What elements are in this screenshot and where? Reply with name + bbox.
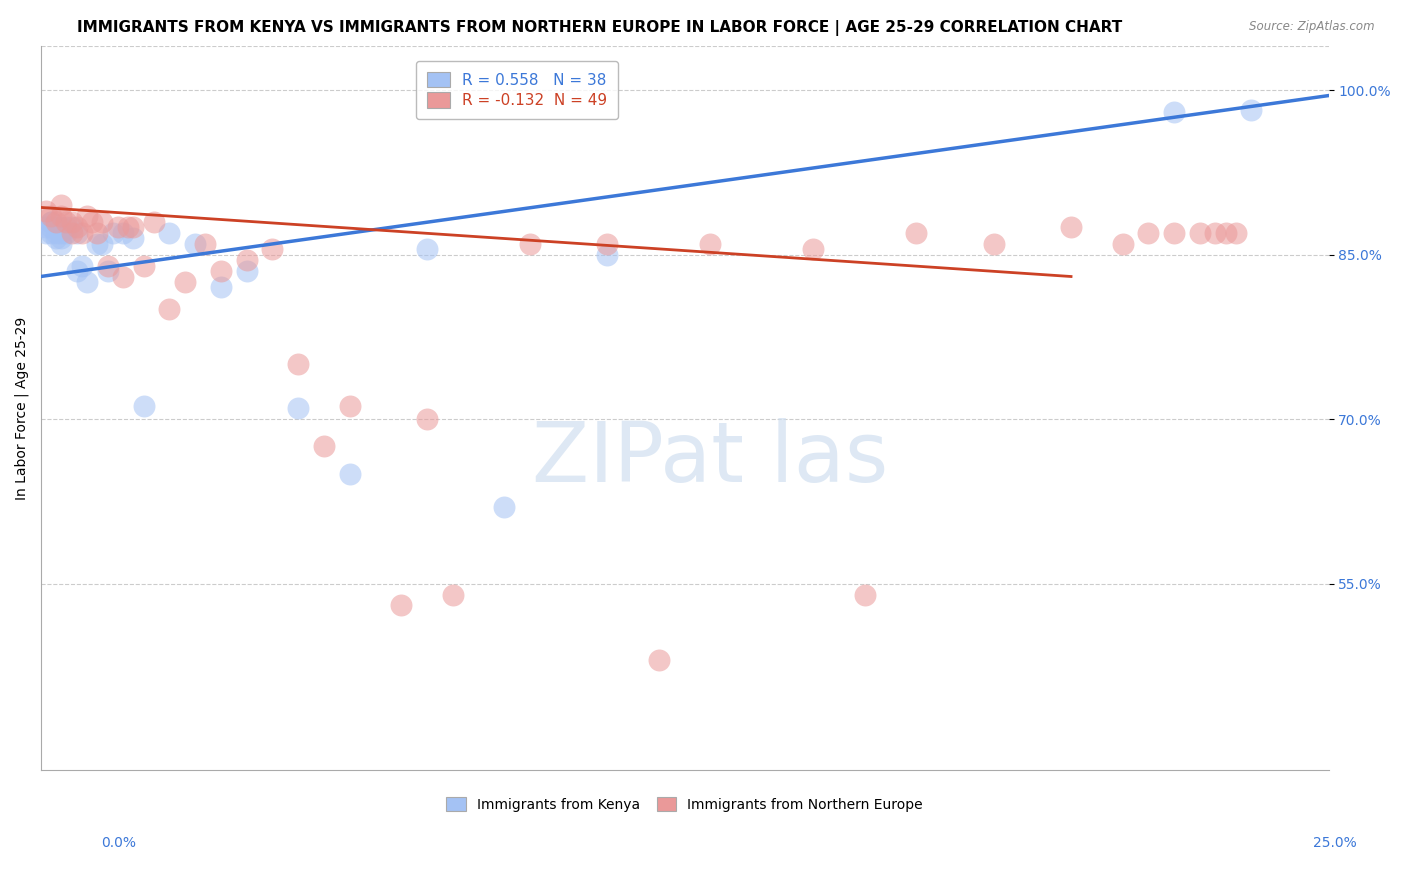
Point bbox=[209, 280, 232, 294]
Point bbox=[173, 275, 195, 289]
Point bbox=[39, 215, 62, 229]
Point bbox=[45, 231, 67, 245]
Point bbox=[157, 226, 180, 240]
Point bbox=[1137, 226, 1160, 240]
Point bbox=[312, 440, 335, 454]
Point bbox=[45, 220, 67, 235]
Point bbox=[112, 269, 135, 284]
Point bbox=[66, 264, 89, 278]
Point bbox=[596, 247, 619, 261]
Point bbox=[853, 588, 876, 602]
Text: Source: ZipAtlas.com: Source: ZipAtlas.com bbox=[1250, 20, 1375, 33]
Point bbox=[122, 220, 145, 235]
Point bbox=[1163, 105, 1185, 120]
Point bbox=[91, 236, 114, 251]
Point bbox=[35, 226, 58, 240]
Point bbox=[209, 264, 232, 278]
Point bbox=[51, 220, 73, 235]
Point bbox=[76, 275, 98, 289]
Point bbox=[416, 242, 439, 256]
Point bbox=[143, 215, 166, 229]
Point bbox=[117, 220, 139, 235]
Point bbox=[86, 236, 108, 251]
Point bbox=[441, 588, 464, 602]
Text: ZIPat las: ZIPat las bbox=[533, 418, 889, 500]
Point bbox=[235, 253, 257, 268]
Point bbox=[66, 226, 89, 240]
Point bbox=[45, 226, 67, 240]
Point bbox=[51, 236, 73, 251]
Point bbox=[1163, 226, 1185, 240]
Point bbox=[803, 242, 825, 256]
Point bbox=[76, 209, 98, 223]
Point bbox=[39, 209, 62, 223]
Point bbox=[287, 357, 309, 371]
Point bbox=[157, 302, 180, 317]
Text: IMMIGRANTS FROM KENYA VS IMMIGRANTS FROM NORTHERN EUROPE IN LABOR FORCE | AGE 25: IMMIGRANTS FROM KENYA VS IMMIGRANTS FROM… bbox=[77, 20, 1122, 36]
Point bbox=[51, 209, 73, 223]
Point bbox=[55, 226, 77, 240]
Point bbox=[1204, 226, 1226, 240]
Point bbox=[35, 203, 58, 218]
Point bbox=[97, 264, 120, 278]
Point bbox=[983, 236, 1005, 251]
Point bbox=[55, 215, 77, 229]
Text: 0.0%: 0.0% bbox=[101, 836, 136, 850]
Point bbox=[70, 226, 93, 240]
Point bbox=[1111, 236, 1133, 251]
Point bbox=[39, 226, 62, 240]
Point bbox=[101, 226, 124, 240]
Point bbox=[51, 226, 73, 240]
Point bbox=[1188, 226, 1211, 240]
Point bbox=[648, 653, 671, 667]
Point bbox=[699, 236, 721, 251]
Point bbox=[416, 412, 439, 426]
Point bbox=[596, 236, 619, 251]
Point bbox=[1240, 103, 1263, 117]
Point bbox=[905, 226, 928, 240]
Point bbox=[184, 236, 207, 251]
Point bbox=[97, 259, 120, 273]
Y-axis label: In Labor Force | Age 25-29: In Labor Force | Age 25-29 bbox=[15, 317, 30, 500]
Point bbox=[55, 220, 77, 235]
Point bbox=[389, 599, 412, 613]
Point bbox=[35, 220, 58, 235]
Point bbox=[51, 198, 73, 212]
Point bbox=[132, 259, 155, 273]
Point bbox=[70, 259, 93, 273]
Point bbox=[235, 264, 257, 278]
Point bbox=[339, 467, 361, 481]
Point bbox=[519, 236, 541, 251]
Point bbox=[66, 220, 89, 235]
Point bbox=[60, 215, 83, 229]
Point bbox=[39, 220, 62, 235]
Point bbox=[1060, 220, 1083, 235]
Point bbox=[45, 215, 67, 229]
Point bbox=[262, 242, 284, 256]
Point bbox=[1225, 226, 1247, 240]
Text: 25.0%: 25.0% bbox=[1313, 836, 1357, 850]
Point bbox=[91, 215, 114, 229]
Legend: Immigrants from Kenya, Immigrants from Northern Europe: Immigrants from Kenya, Immigrants from N… bbox=[441, 792, 928, 817]
Point bbox=[112, 226, 135, 240]
Point bbox=[60, 220, 83, 235]
Point bbox=[194, 236, 217, 251]
Point bbox=[132, 399, 155, 413]
Point bbox=[287, 401, 309, 416]
Point bbox=[107, 220, 129, 235]
Point bbox=[86, 226, 108, 240]
Point bbox=[339, 399, 361, 413]
Point bbox=[60, 226, 83, 240]
Point bbox=[39, 215, 62, 229]
Point bbox=[82, 215, 104, 229]
Point bbox=[122, 231, 145, 245]
Point bbox=[1215, 226, 1237, 240]
Point bbox=[494, 500, 516, 514]
Point bbox=[51, 231, 73, 245]
